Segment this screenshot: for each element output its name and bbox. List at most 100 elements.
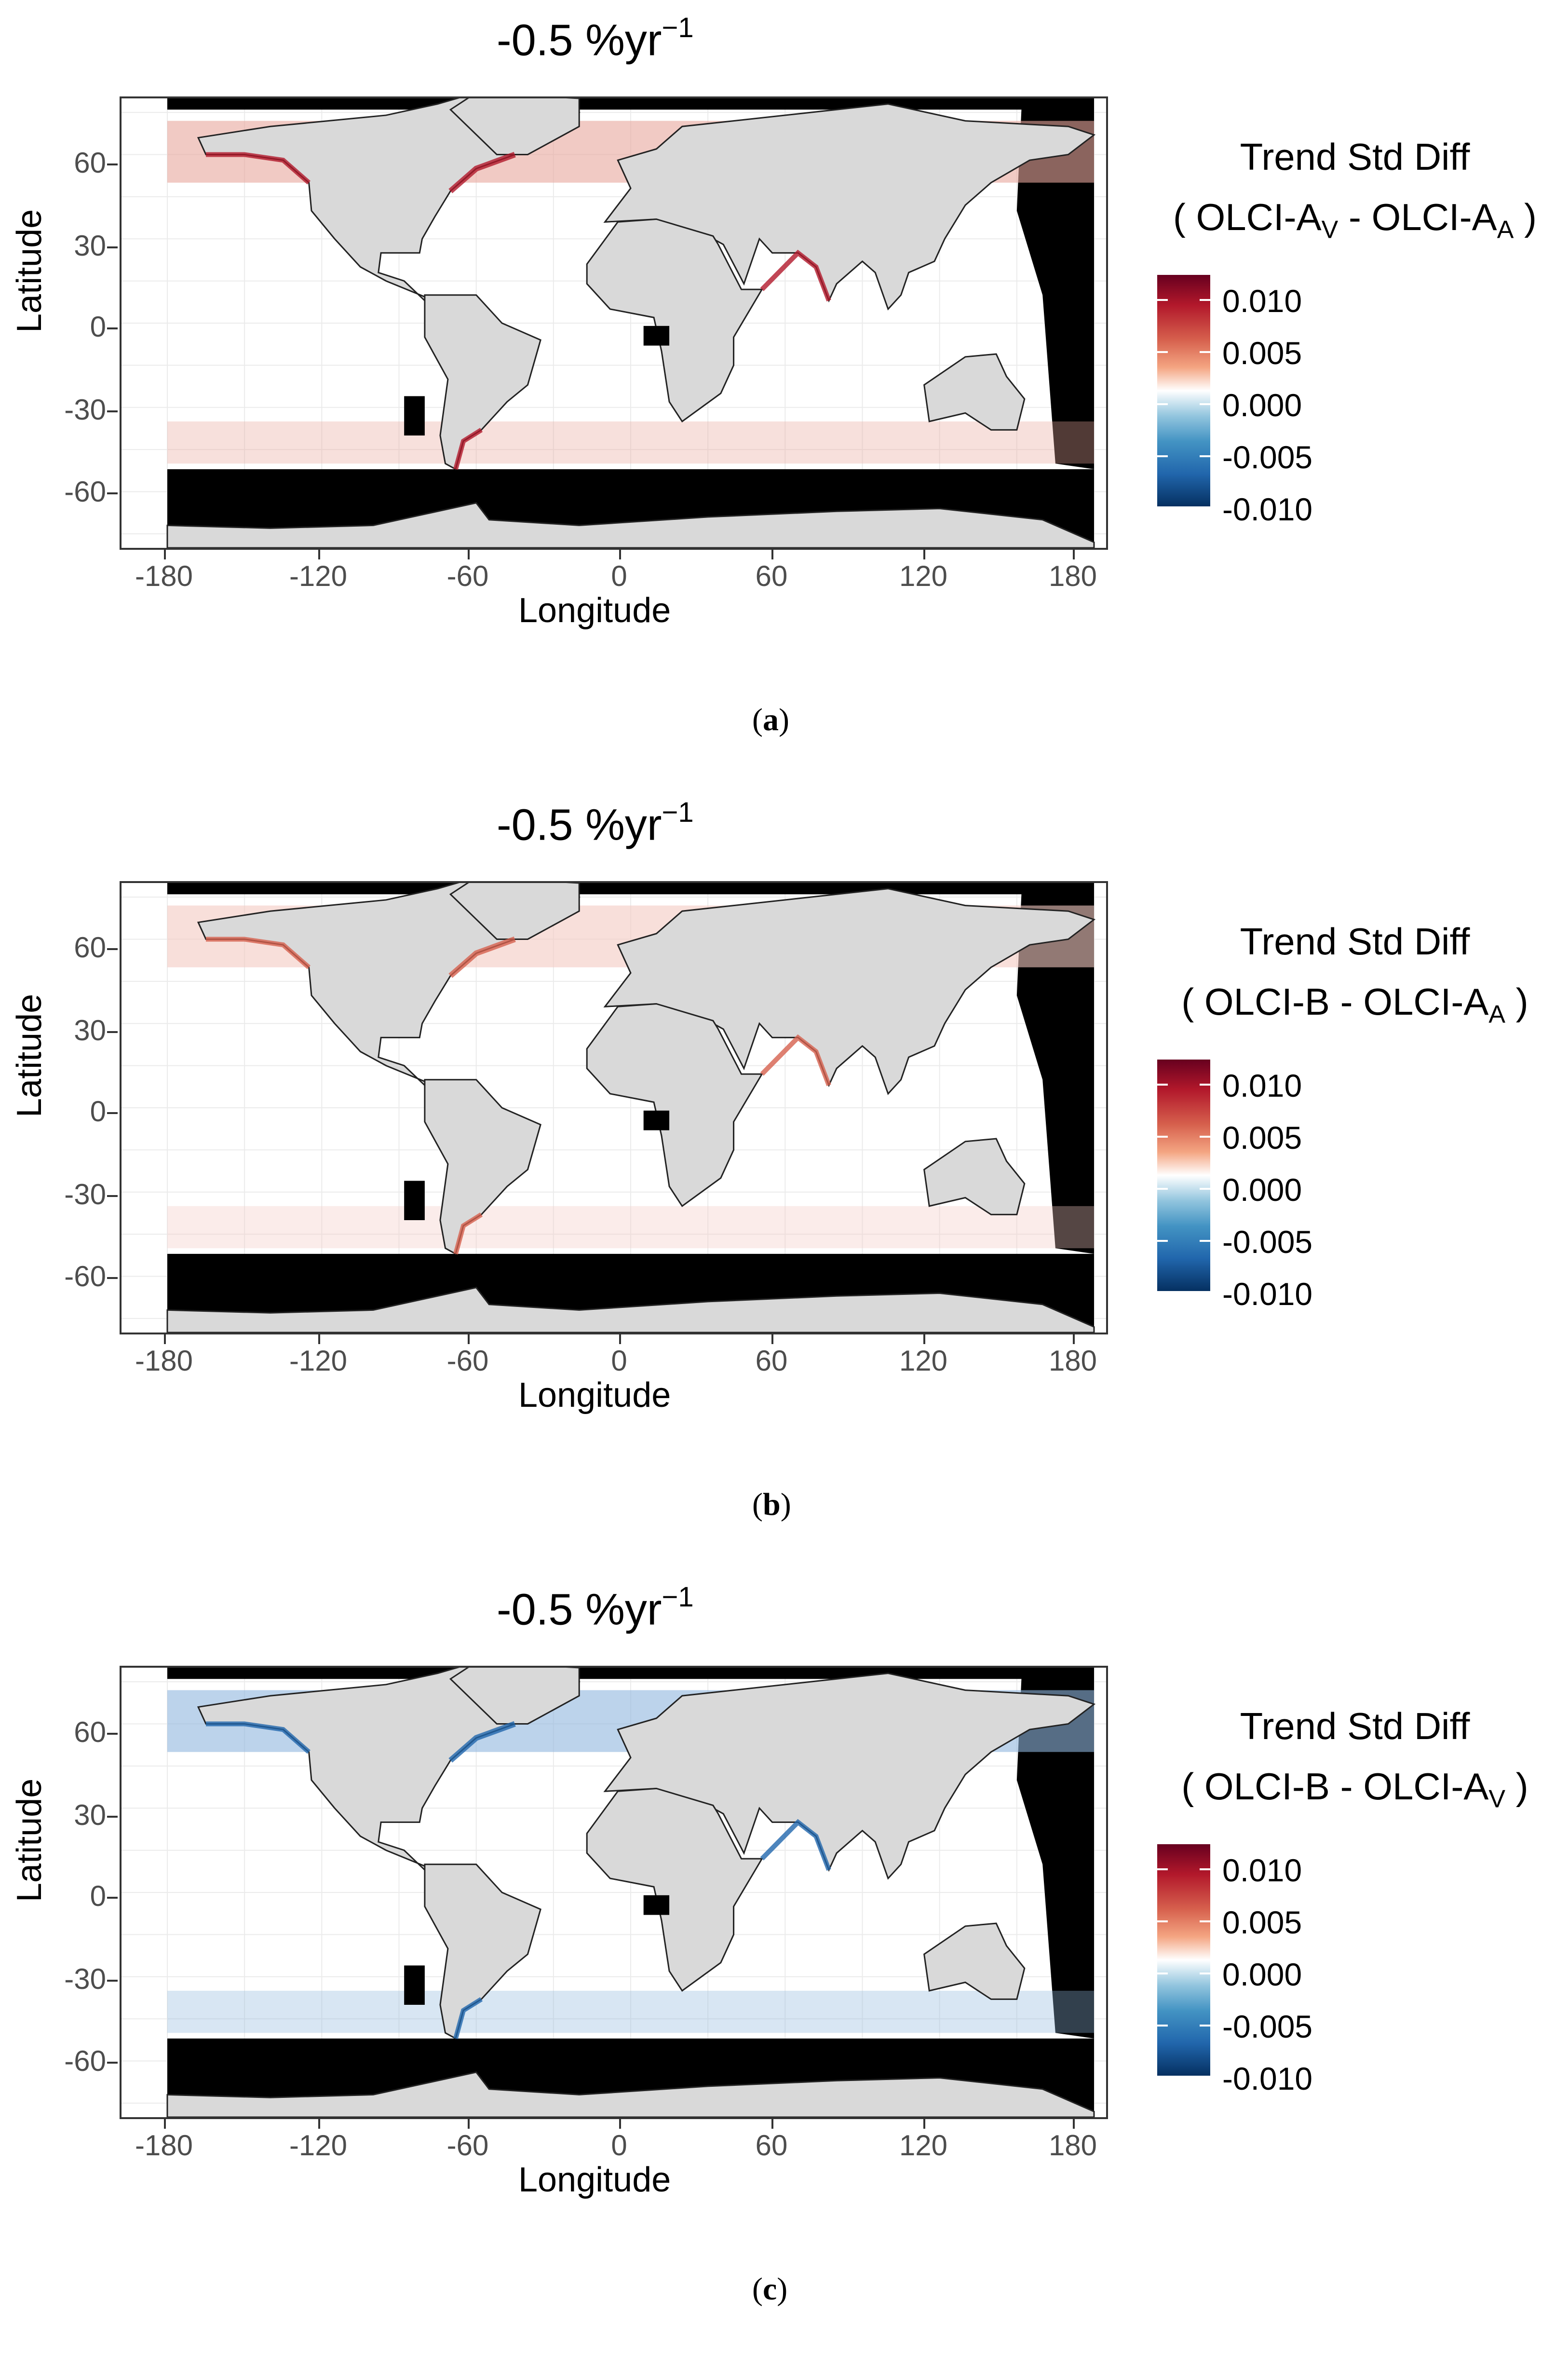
x-tick-mark xyxy=(164,550,166,559)
colorbar-tick xyxy=(1157,2077,1210,2079)
x-tick-label: 120 xyxy=(899,1345,948,1377)
x-tick-mark xyxy=(923,1334,925,1344)
colorbar xyxy=(1157,275,1210,506)
x-tick-label: 180 xyxy=(1048,2129,1097,2162)
x-tick-label: -120 xyxy=(289,1345,348,1377)
x-tick-mark xyxy=(164,2119,166,2129)
colorbar-tick-label: 0.000 xyxy=(1222,387,1302,423)
map-title: -0.5 %yr−1 xyxy=(497,12,694,65)
x-tick-mark xyxy=(1073,2119,1075,2129)
x-tick-mark xyxy=(619,1334,621,1344)
colorbar-tick xyxy=(1157,299,1210,301)
legend-title: Trend Std Diff xyxy=(1240,920,1470,963)
y-tick-label: -30 xyxy=(64,394,106,426)
x-tick-label: -60 xyxy=(446,1345,489,1377)
y-tick-label: 0 xyxy=(90,311,106,343)
colorbar-tick-label: 0.005 xyxy=(1222,335,1302,371)
colorbar-tick-label: 0.000 xyxy=(1222,1172,1302,1208)
colorbar-tick-label: 0.010 xyxy=(1222,283,1302,319)
x-tick-mark xyxy=(1073,1334,1075,1344)
y-tick-mark xyxy=(107,1031,118,1033)
x-tick-label: -60 xyxy=(446,560,489,592)
x-tick-mark xyxy=(923,2119,925,2129)
map-panel-c: -0.5 %yr−1 Latitude 60 30 0 -30 -60 -180 -120 -60… xyxy=(0,1569,1568,2353)
y-tick-mark xyxy=(107,492,118,494)
legend-title: Trend Std Diff xyxy=(1240,136,1470,178)
x-tick-label: 0 xyxy=(611,2129,627,2162)
x-tick-mark xyxy=(318,1334,320,1344)
colorbar xyxy=(1157,1060,1210,1291)
x-tick-label: 180 xyxy=(1048,560,1097,592)
x-tick-label: 0 xyxy=(611,1345,627,1377)
colorbar-tick-label: 0.000 xyxy=(1222,1957,1302,1992)
x-tick-label: -120 xyxy=(289,560,348,592)
x-tick-label: 0 xyxy=(611,560,627,592)
y-tick-mark xyxy=(107,410,118,412)
colorbar-tick-label: 0.010 xyxy=(1222,1068,1302,1103)
map-title: -0.5 %yr−1 xyxy=(497,1581,694,1634)
y-tick-mark xyxy=(107,2062,118,2064)
y-tick-label: -30 xyxy=(64,1963,106,1995)
colorbar-tick xyxy=(1157,455,1210,457)
y-axis-label: Latitude xyxy=(10,209,49,333)
y-tick-label: 60 xyxy=(74,1716,106,1748)
x-axis-label: Longitude xyxy=(518,1376,671,1415)
colorbar-tick xyxy=(1157,1084,1210,1086)
legend-subtitle: ( OLCI-B - OLCI-AV ) xyxy=(1181,1765,1528,1813)
y-tick-label: 0 xyxy=(90,1095,106,1128)
panel-label: (b) xyxy=(752,1487,791,1522)
colorbar-tick xyxy=(1157,1240,1210,1242)
x-tick-label: 60 xyxy=(755,2129,788,2162)
x-tick-label: -180 xyxy=(135,2129,193,2162)
x-tick-mark xyxy=(771,2119,773,2129)
colorbar-tick-label: -0.005 xyxy=(1222,439,1313,475)
y-tick-mark xyxy=(107,163,118,165)
colorbar-tick xyxy=(1157,351,1210,353)
y-tick-label: 0 xyxy=(90,1880,106,1912)
y-tick-mark xyxy=(107,1277,118,1279)
x-tick-label: -120 xyxy=(289,2129,348,2162)
x-tick-mark xyxy=(468,2119,470,2129)
colorbar-tick xyxy=(1157,2025,1210,2027)
x-tick-label: -180 xyxy=(135,1345,193,1377)
legend-subtitle: ( OLCI-AV - OLCI-AA ) xyxy=(1173,196,1537,244)
legend-subtitle: ( OLCI-B - OLCI-AA ) xyxy=(1181,980,1528,1029)
x-tick-mark xyxy=(164,1334,166,1344)
colorbar-tick xyxy=(1157,403,1210,405)
x-tick-mark xyxy=(468,550,470,559)
y-tick-mark xyxy=(107,1816,118,1818)
panel-label: (a) xyxy=(752,702,789,737)
panel-label: (c) xyxy=(752,2271,788,2307)
x-tick-mark xyxy=(619,2119,621,2129)
legend-title: Trend Std Diff xyxy=(1240,1705,1470,1747)
colorbar-tick xyxy=(1157,1188,1210,1190)
y-axis-label: Latitude xyxy=(10,993,49,1117)
y-tick-mark xyxy=(107,1112,118,1114)
x-tick-mark xyxy=(318,2119,320,2129)
colorbar-tick-label: 0.010 xyxy=(1222,1852,1302,1888)
colorbar-tick xyxy=(1157,1292,1210,1294)
y-tick-label: -60 xyxy=(64,1260,106,1292)
x-axis-label: Longitude xyxy=(518,2161,671,2199)
x-tick-mark xyxy=(771,1334,773,1344)
y-tick-mark xyxy=(107,1195,118,1197)
colorbar-tick xyxy=(1157,1136,1210,1138)
x-tick-mark xyxy=(619,550,621,559)
map-panel-b: -0.5 %yr−1 Latitude 60 30 0 -30 -60 -180 -120 -60… xyxy=(0,785,1568,1568)
map-title: -0.5 %yr−1 xyxy=(497,797,694,850)
colorbar-tick xyxy=(1157,1972,1210,1974)
colorbar-tick xyxy=(1157,507,1210,509)
x-tick-mark xyxy=(468,1334,470,1344)
y-tick-mark xyxy=(107,1980,118,1982)
x-tick-label: 180 xyxy=(1048,1345,1097,1377)
x-tick-mark xyxy=(771,550,773,559)
y-tick-label: 60 xyxy=(74,147,106,179)
x-axis-label: Longitude xyxy=(518,591,671,630)
world-map-plot xyxy=(120,96,1108,550)
colorbar-tick-label: -0.005 xyxy=(1222,1224,1313,1260)
x-tick-mark xyxy=(318,550,320,559)
x-tick-label: 60 xyxy=(755,560,788,592)
y-tick-mark xyxy=(107,1733,118,1735)
x-tick-label: -60 xyxy=(446,2129,489,2162)
x-tick-label: -180 xyxy=(135,560,193,592)
